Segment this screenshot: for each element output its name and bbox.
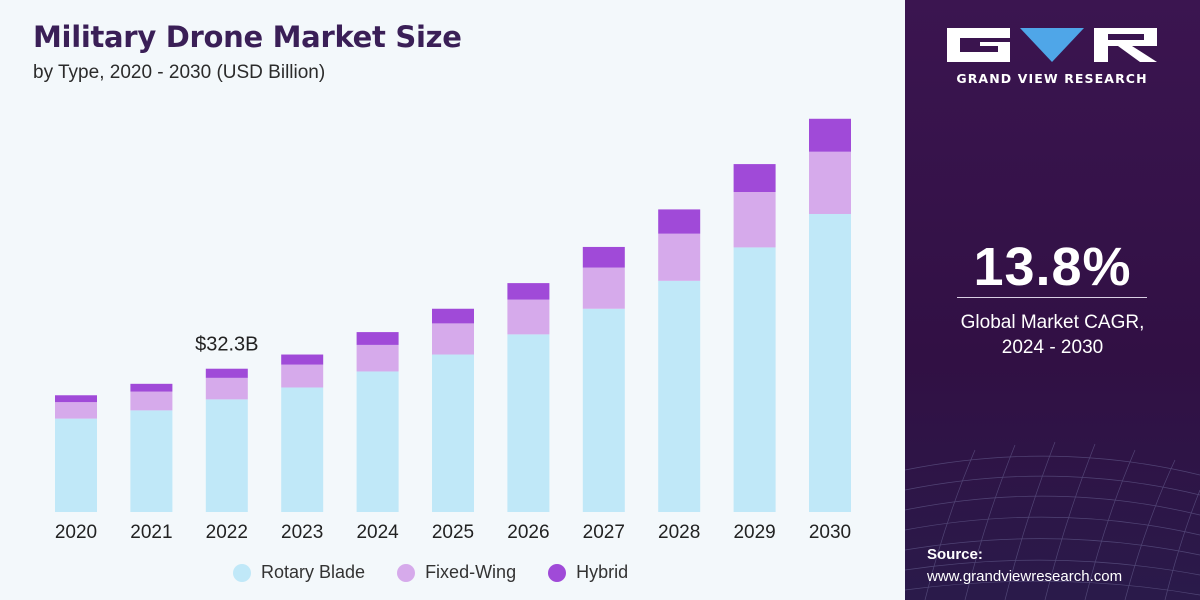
x-tick-label-2021: 2021 [130, 522, 172, 543]
legend-label-hybrid: Hybrid [576, 562, 629, 582]
x-tick-label-2029: 2029 [733, 522, 775, 543]
legend-swatch-rotary-blade [233, 563, 251, 582]
bar-fixed-wing-2022 [205, 377, 248, 400]
bar-hybrid-2027 [582, 246, 625, 268]
bar-rotary-blade-2026 [507, 334, 550, 512]
legend-item-hybrid: Hybrid [548, 562, 628, 583]
cagr-label-line2: 2024 - 2030 [1001, 337, 1104, 358]
bar-rotary-blade-2020 [55, 418, 97, 512]
bar-fixed-wing-2026 [507, 299, 550, 335]
legend-swatch-hybrid [548, 563, 567, 582]
bar-fixed-wing-2020 [55, 402, 97, 419]
legend-item-fixed-wing: Fixed-Wing [397, 562, 516, 583]
brand-name: GRAND VIEW RESEARCH [956, 71, 1148, 86]
x-tick-label-2022: 2022 [206, 522, 248, 543]
sidebar-panel: GRAND VIEW RESEARCH 13.8% Global Market … [905, 0, 1200, 600]
bar-fixed-wing-2024 [356, 344, 399, 372]
bar-rotary-blade-2024 [356, 371, 399, 512]
x-tick-label-2027: 2027 [583, 522, 625, 543]
bar-hybrid-2020 [55, 395, 97, 403]
divider [957, 297, 1147, 298]
legend-label-fixed-wing: Fixed-Wing [425, 562, 517, 582]
x-tick-label-2026: 2026 [507, 522, 549, 543]
bar-fixed-wing-2023 [281, 364, 324, 388]
x-tick-label-2023: 2023 [281, 522, 323, 543]
bar-rotary-blade-2030 [809, 213, 851, 512]
source-block: Source: www.grandviewresearch.com [927, 544, 1122, 588]
bar-rotary-blade-2023 [281, 387, 324, 512]
bar-fixed-wing-2029 [733, 192, 776, 248]
mesh-background-graphic [905, 441, 1200, 600]
bar-rotary-blade-2021 [130, 410, 173, 512]
bar-fixed-wing-2025 [432, 323, 474, 355]
bar-fixed-wing-2028 [658, 233, 701, 281]
bar-hybrid-2026 [507, 283, 550, 300]
bar-rotary-blade-2025 [432, 354, 474, 512]
bar-hybrid-2030 [809, 118, 851, 152]
cagr-label: Global Market CAGR, 2024 - 2030 [905, 310, 1200, 360]
bar-hybrid-2028 [658, 209, 701, 234]
cagr-value: 13.8% [973, 237, 1132, 297]
bar-hybrid-2024 [356, 332, 399, 345]
chart-panel: Military Drone Market Size by Type, 2020… [33, 20, 852, 583]
bar-hybrid-2029 [733, 164, 776, 193]
legend-swatch-fixed-wing [397, 563, 416, 582]
data-label-2022: $32.3B [195, 334, 258, 356]
x-tick-label-2024: 2024 [356, 522, 399, 543]
bar-rotary-blade-2022 [205, 399, 248, 512]
bar-fixed-wing-2030 [809, 151, 851, 214]
cagr-label-line1: Global Market CAGR, [960, 312, 1145, 333]
bar-fixed-wing-2027 [582, 267, 625, 309]
chart-legend: Rotary Blade Fixed-Wing Hybrid [233, 562, 660, 583]
stacked-bar-chart: 2020 2021 2022 $32.3B 2023 2024 2025 2026 2027 20… [55, 118, 851, 543]
bar-hybrid-2025 [432, 308, 474, 324]
bar-rotary-blade-2029 [733, 247, 776, 512]
legend-label-rotary-blade: Rotary Blade [261, 562, 366, 582]
chart-subtitle: by Type, 2020 - 2030 (USD Billion) [33, 62, 326, 83]
bar-fixed-wing-2021 [130, 391, 173, 411]
x-tick-label-2020: 2020 [55, 522, 97, 543]
bar-hybrid-2021 [130, 383, 173, 392]
chart-title: Military Drone Market Size [33, 20, 462, 54]
bar-rotary-blade-2027 [582, 308, 625, 512]
source-url[interactable]: www.grandviewresearch.com [927, 568, 1123, 585]
bar-hybrid-2023 [281, 354, 324, 365]
legend-item-rotary-blade: Rotary Blade [233, 562, 365, 583]
source-label: Source: [927, 546, 983, 563]
grand-view-research-logo [947, 28, 1157, 62]
bar-rotary-blade-2028 [658, 280, 701, 512]
x-tick-label-2028: 2028 [658, 522, 700, 543]
x-tick-label-2025: 2025 [432, 522, 474, 543]
bar-hybrid-2022 [205, 368, 248, 378]
x-tick-label-2030: 2030 [809, 522, 851, 543]
